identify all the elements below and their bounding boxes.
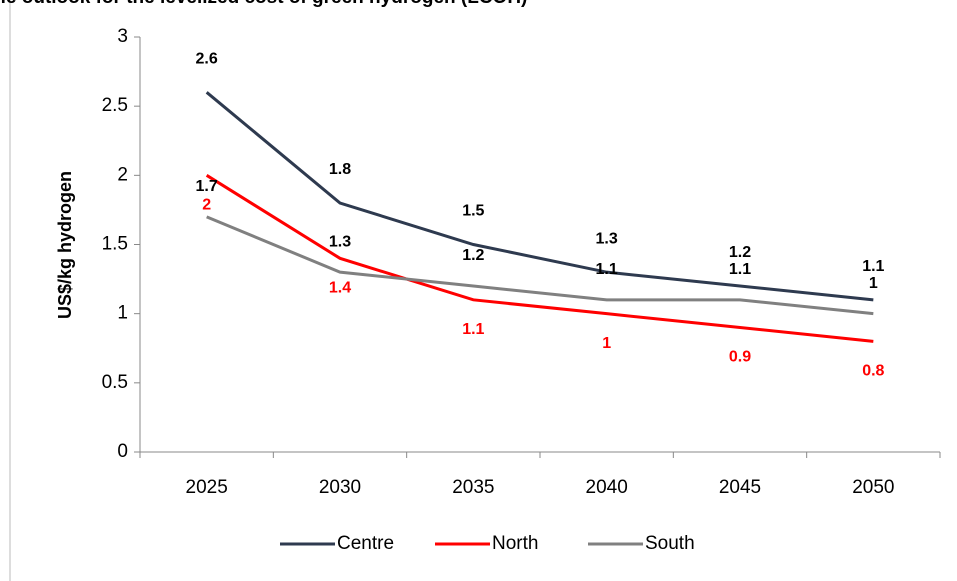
data-label: 1.2: [462, 247, 484, 264]
y-tick-label: 3: [117, 26, 128, 47]
legend-label: North: [492, 533, 538, 554]
data-label: 1: [869, 275, 878, 292]
x-tick-label: 2050: [852, 477, 894, 498]
data-label: 0.8: [862, 363, 884, 380]
data-label: 1: [602, 335, 611, 352]
data-label: 1.3: [329, 233, 351, 250]
y-tick-label: 0: [117, 441, 128, 462]
y-tick-label: 1.5: [102, 234, 128, 255]
x-tick-label: 2030: [319, 477, 361, 498]
data-label: 0.9: [729, 349, 751, 366]
data-label: 1.1: [462, 321, 484, 338]
data-label: 1.4: [329, 280, 351, 297]
y-tick-label: 2: [117, 164, 128, 185]
data-label: 2: [202, 197, 211, 214]
data-label: 1.1: [862, 258, 884, 275]
data-label: 1.1: [729, 261, 751, 278]
data-label: 1.3: [596, 230, 618, 247]
chart-title: Chile outlook for the levelized cost of …: [0, 0, 527, 8]
chart-border: [9, 0, 11, 581]
series-line: [205, 174, 874, 343]
series-line: [206, 215, 874, 316]
x-tick-label: 2040: [586, 477, 628, 498]
data-label: 1.2: [729, 244, 751, 261]
y-tick-label: 0.5: [102, 372, 128, 393]
y-axis-label: US$/kg hydrogen: [55, 171, 75, 319]
y-tick-label: 2.5: [102, 95, 128, 116]
x-tick-label: 2025: [186, 477, 228, 498]
legend-label: Centre: [337, 533, 394, 554]
data-label: 1.7: [196, 178, 218, 195]
x-tick-label: 2035: [452, 477, 494, 498]
series-line: [205, 91, 874, 302]
data-label: 1.8: [329, 161, 351, 178]
data-label: 2.6: [196, 51, 218, 68]
x-tick-label: 2045: [719, 477, 761, 498]
legend-label: South: [645, 533, 695, 554]
data-label: 1.1: [596, 261, 618, 278]
y-tick-label: 1: [117, 303, 128, 324]
data-label: 1.5: [462, 203, 484, 220]
